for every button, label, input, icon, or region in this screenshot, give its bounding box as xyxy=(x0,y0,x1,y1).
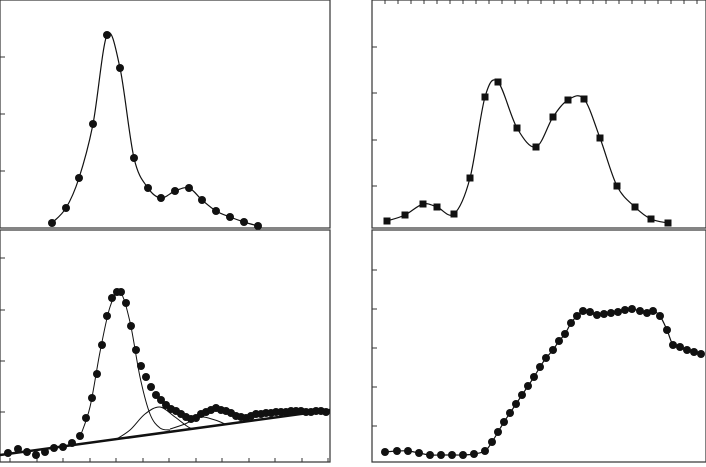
point xyxy=(212,207,220,215)
point xyxy=(663,326,671,334)
curve xyxy=(169,416,226,430)
point xyxy=(142,373,150,381)
point xyxy=(226,213,234,221)
point xyxy=(470,450,478,458)
point xyxy=(494,428,502,436)
plot-frame xyxy=(371,0,706,229)
point xyxy=(415,449,423,457)
plot-frame xyxy=(371,229,706,463)
point xyxy=(607,309,615,317)
point xyxy=(481,93,489,101)
plot-frame xyxy=(0,229,331,463)
point xyxy=(664,219,672,227)
point xyxy=(448,451,456,459)
point xyxy=(613,182,621,190)
point xyxy=(555,337,563,345)
point xyxy=(393,447,401,455)
point xyxy=(103,312,111,320)
point xyxy=(117,288,125,296)
curve xyxy=(386,79,669,224)
curve xyxy=(384,308,702,456)
curve xyxy=(0,408,331,457)
point xyxy=(48,219,56,227)
point xyxy=(185,184,193,192)
point xyxy=(636,307,644,315)
point xyxy=(450,210,458,218)
point xyxy=(656,312,664,320)
point xyxy=(116,64,124,72)
point xyxy=(494,78,502,86)
point xyxy=(690,348,698,356)
point xyxy=(103,31,111,39)
point xyxy=(383,217,391,225)
point xyxy=(561,330,569,338)
point xyxy=(579,307,587,315)
point xyxy=(564,96,572,104)
point xyxy=(459,451,467,459)
point xyxy=(567,319,575,327)
point xyxy=(621,306,629,314)
point xyxy=(513,124,521,132)
point xyxy=(596,134,604,142)
point xyxy=(401,211,409,219)
point xyxy=(614,308,622,316)
point xyxy=(593,311,601,319)
point xyxy=(536,363,544,371)
point xyxy=(147,383,155,391)
point xyxy=(32,451,40,459)
point xyxy=(89,120,97,128)
point xyxy=(549,113,557,121)
plot-frame xyxy=(0,0,331,229)
curve xyxy=(51,32,259,227)
point xyxy=(14,445,22,453)
point xyxy=(518,391,526,399)
point xyxy=(404,447,412,455)
point xyxy=(676,343,684,351)
point xyxy=(549,346,557,354)
point xyxy=(137,362,145,370)
point xyxy=(683,346,691,354)
point xyxy=(419,200,427,208)
point xyxy=(171,187,179,195)
point xyxy=(573,312,581,320)
point xyxy=(75,174,83,182)
point xyxy=(130,154,138,162)
point xyxy=(669,341,677,349)
point xyxy=(62,204,70,212)
point xyxy=(157,194,165,202)
point xyxy=(144,184,152,192)
point xyxy=(152,391,160,399)
point xyxy=(524,382,532,390)
point xyxy=(426,451,434,459)
point xyxy=(628,305,636,313)
point xyxy=(649,307,657,315)
point xyxy=(488,438,496,446)
point xyxy=(466,174,474,182)
point xyxy=(647,215,655,223)
point xyxy=(93,370,101,378)
point xyxy=(381,448,389,456)
point xyxy=(697,350,705,358)
point xyxy=(254,222,262,230)
point xyxy=(506,409,514,417)
point xyxy=(532,143,540,151)
point xyxy=(481,447,489,455)
point xyxy=(157,396,165,404)
point xyxy=(437,451,445,459)
point xyxy=(586,308,594,316)
point xyxy=(98,341,106,349)
point xyxy=(240,218,248,226)
point xyxy=(530,373,538,381)
point xyxy=(542,354,550,362)
point xyxy=(512,400,520,408)
curve xyxy=(79,291,171,438)
point xyxy=(600,310,608,318)
point xyxy=(631,203,639,211)
point xyxy=(132,346,140,354)
point xyxy=(500,418,508,426)
point xyxy=(433,203,441,211)
point xyxy=(580,95,588,103)
point xyxy=(198,196,206,204)
